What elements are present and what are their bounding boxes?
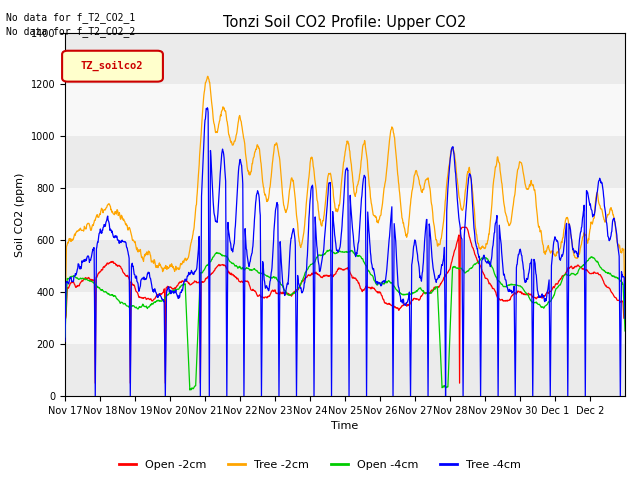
Title: Tonzi Soil CO2 Profile: Upper CO2: Tonzi Soil CO2 Profile: Upper CO2 [223, 15, 467, 30]
Bar [65, 136, 625, 188]
FancyBboxPatch shape [62, 51, 163, 82]
Bar [65, 33, 625, 84]
Bar [65, 344, 625, 396]
Text: TZ_soilco2: TZ_soilco2 [80, 61, 143, 71]
Bar [65, 292, 625, 344]
Legend: Open -2cm, Tree -2cm, Open -4cm, Tree -4cm: Open -2cm, Tree -2cm, Open -4cm, Tree -4… [115, 456, 525, 474]
Bar [65, 188, 625, 240]
Bar [65, 84, 625, 136]
Y-axis label: Soil CO2 (ppm): Soil CO2 (ppm) [15, 172, 25, 256]
Text: No data for f_T2_CO2_1: No data for f_T2_CO2_1 [6, 12, 136, 23]
Text: No data for f_T2_CO2_2: No data for f_T2_CO2_2 [6, 26, 136, 37]
X-axis label: Time: Time [332, 421, 358, 432]
Bar [65, 240, 625, 292]
